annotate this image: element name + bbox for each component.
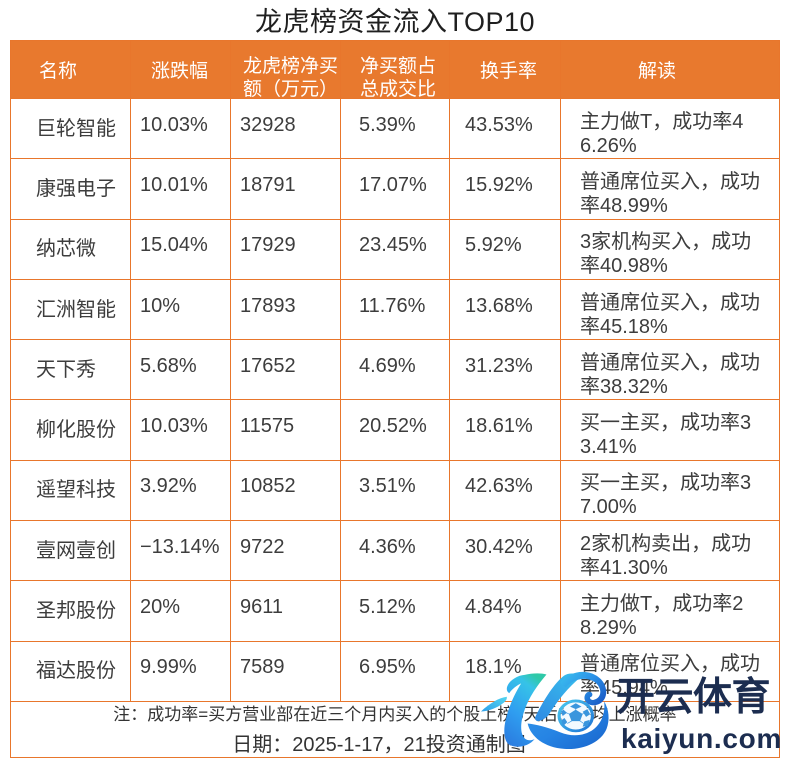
header-row: 名称 涨跌幅 龙虎榜净买 额（万元） 净买额占 总成交比 换手率 解读 xyxy=(10,40,780,100)
cell-turnover: 13.68% xyxy=(449,278,561,341)
cell-interpretation: 主力做T，成功率4 6.26% xyxy=(560,97,780,160)
table-row: 巨轮智能 10.03% 32928 5.39% 43.53% 主力做T，成功率4 6.26% xyxy=(10,97,780,160)
table-row: 遥望科技 3.92% 10852 3.51% 42.63% 买一主买，成功率3 7.00% xyxy=(10,459,780,522)
cell-interpretation: 普通席位买入，成功 率45.94% xyxy=(560,640,780,702)
cell-net_buy_wan: 9722 xyxy=(230,520,341,582)
cell-net_buy_ratio: 3.51% xyxy=(340,459,450,522)
footnote: 注：成功率=买方营业部在近三个月内买入的个股上榜5天后的平均上涨概率 xyxy=(113,704,677,724)
cell-name: 圣邦股份 xyxy=(10,580,131,642)
cell-net_buy_ratio: 5.39% xyxy=(340,97,450,160)
cell-change_pct: 15.04% xyxy=(130,218,231,280)
cell-name: 康强电子 xyxy=(10,158,131,220)
column-header-turnover: 换手率 xyxy=(449,40,561,99)
table-row: 圣邦股份 20% 9611 5.12% 4.84% 主力做T，成功率2 8.29% xyxy=(10,580,780,642)
cell-interpretation: 买一主买，成功率3 3.41% xyxy=(560,399,780,461)
cell-net_buy_ratio: 11.76% xyxy=(340,278,450,341)
cell-interpretation: 3家机构买入，成功 率40.98% xyxy=(560,218,780,280)
cell-turnover: 43.53% xyxy=(449,97,561,160)
cell-change_pct: 5.68% xyxy=(130,339,231,401)
cell-net_buy_ratio: 4.36% xyxy=(340,520,450,582)
column-header-net_buy_ratio: 净买额占 总成交比 xyxy=(340,40,450,100)
cell-name: 福达股份 xyxy=(10,640,131,702)
cell-interpretation: 2家机构卖出，成功 率41.30% xyxy=(560,520,780,582)
cell-net_buy_wan: 17893 xyxy=(230,278,341,341)
table-row: 康强电子 10.01% 18791 17.07% 15.92% 普通席位买入，成功 率48.… xyxy=(10,158,780,220)
cell-change_pct: 10.03% xyxy=(130,399,231,461)
table-row: 柳化股份 10.03% 11575 20.52% 18.61% 买一主买，成功率3 3.41… xyxy=(10,399,780,461)
cell-net_buy_wan: 7589 xyxy=(230,640,341,702)
column-header-change_pct: 涨跌幅 xyxy=(130,40,231,99)
cell-net_buy_ratio: 4.69% xyxy=(340,339,450,401)
cell-change_pct: 3.92% xyxy=(130,459,231,522)
cell-net_buy_wan: 9611 xyxy=(230,580,341,642)
cell-turnover: 15.92% xyxy=(449,158,561,220)
table-body: 巨轮智能 10.03% 32928 5.39% 43.53% 主力做T，成功率4 6.26%… xyxy=(10,97,780,702)
cell-name: 汇洲智能 xyxy=(10,278,131,341)
cell-name: 遥望科技 xyxy=(10,459,131,522)
table-row: 壹网壹创 −13.14% 9722 4.36% 30.42% 2家机构卖出，成功 率41.3… xyxy=(10,520,780,582)
cell-turnover: 18.61% xyxy=(449,399,561,461)
table-header: 名称 涨跌幅 龙虎榜净买 额（万元） 净买额占 总成交比 换手率 解读 xyxy=(10,40,780,100)
footer-cell: 注：成功率=买方营业部在近三个月内买入的个股上榜5天后的平均上涨概率 日期：20… xyxy=(10,700,780,759)
cell-interpretation: 主力做T，成功率2 8.29% xyxy=(560,580,780,642)
cell-change_pct: −13.14% xyxy=(130,520,231,582)
cell-interpretation: 普通席位买入，成功 率38.32% xyxy=(560,339,780,401)
table-row: 福达股份 9.99% 7589 6.95% 18.1% 普通席位买入，成功 率45.94% xyxy=(10,640,780,702)
cell-net_buy_ratio: 5.12% xyxy=(340,580,450,642)
cell-turnover: 18.1% xyxy=(449,640,561,702)
cell-turnover: 42.63% xyxy=(449,459,561,522)
cell-name: 柳化股份 xyxy=(10,399,131,461)
cell-turnover: 30.42% xyxy=(449,520,561,582)
date-line: 日期：2025-1-17，21投资通制图 xyxy=(232,733,526,756)
cell-turnover: 5.92% xyxy=(449,218,561,280)
cell-net_buy_ratio: 17.07% xyxy=(340,158,450,220)
cell-name: 天下秀 xyxy=(10,339,131,401)
cell-name: 壹网壹创 xyxy=(10,520,131,582)
cell-net_buy_ratio: 6.95% xyxy=(340,640,450,702)
cell-net_buy_wan: 17652 xyxy=(230,339,341,401)
table-row: 天下秀 5.68% 17652 4.69% 31.23% 普通席位买入，成功 率38.32% xyxy=(10,339,780,401)
cell-name: 巨轮智能 xyxy=(10,97,131,160)
table-row: 纳芯微 15.04% 17929 23.45% 5.92% 3家机构买入，成功 率40.98… xyxy=(10,218,780,280)
cell-net_buy_wan: 10852 xyxy=(230,459,341,522)
cell-net_buy_wan: 17929 xyxy=(230,218,341,280)
cell-interpretation: 普通席位买入，成功 率45.18% xyxy=(560,278,780,341)
column-header-interpretation: 解读 xyxy=(560,40,780,99)
cell-change_pct: 10% xyxy=(130,278,231,341)
cell-turnover: 31.23% xyxy=(449,339,561,401)
cell-change_pct: 9.99% xyxy=(130,640,231,702)
cell-interpretation: 买一主买，成功率3 7.00% xyxy=(560,459,780,522)
cell-net_buy_ratio: 23.45% xyxy=(340,218,450,280)
cell-net_buy_wan: 11575 xyxy=(230,399,341,461)
lhb-table: 名称 涨跌幅 龙虎榜净买 额（万元） 净买额占 总成交比 换手率 解读 巨轮智能 10.03% 3… xyxy=(10,40,780,759)
cell-name: 纳芯微 xyxy=(10,218,131,280)
page-title: 龙虎榜资金流入TOP10 xyxy=(254,7,536,37)
footer-row: 注：成功率=买方营业部在近三个月内买入的个股上榜5天后的平均上涨概率 日期：20… xyxy=(10,700,780,759)
cell-net_buy_wan: 32928 xyxy=(230,97,341,160)
cell-interpretation: 普通席位买入，成功 率48.99% xyxy=(560,158,780,220)
table-row: 汇洲智能 10% 17893 11.76% 13.68% 普通席位买入，成功 率45.18% xyxy=(10,278,780,341)
column-header-net_buy_wan: 龙虎榜净买 额（万元） xyxy=(230,40,341,100)
cell-net_buy_ratio: 20.52% xyxy=(340,399,450,461)
cell-turnover: 4.84% xyxy=(449,580,561,642)
cell-change_pct: 20% xyxy=(130,580,231,642)
cell-net_buy_wan: 18791 xyxy=(230,158,341,220)
column-header-name: 名称 xyxy=(10,40,131,99)
cell-change_pct: 10.01% xyxy=(130,158,231,220)
cell-change_pct: 10.03% xyxy=(130,97,231,160)
